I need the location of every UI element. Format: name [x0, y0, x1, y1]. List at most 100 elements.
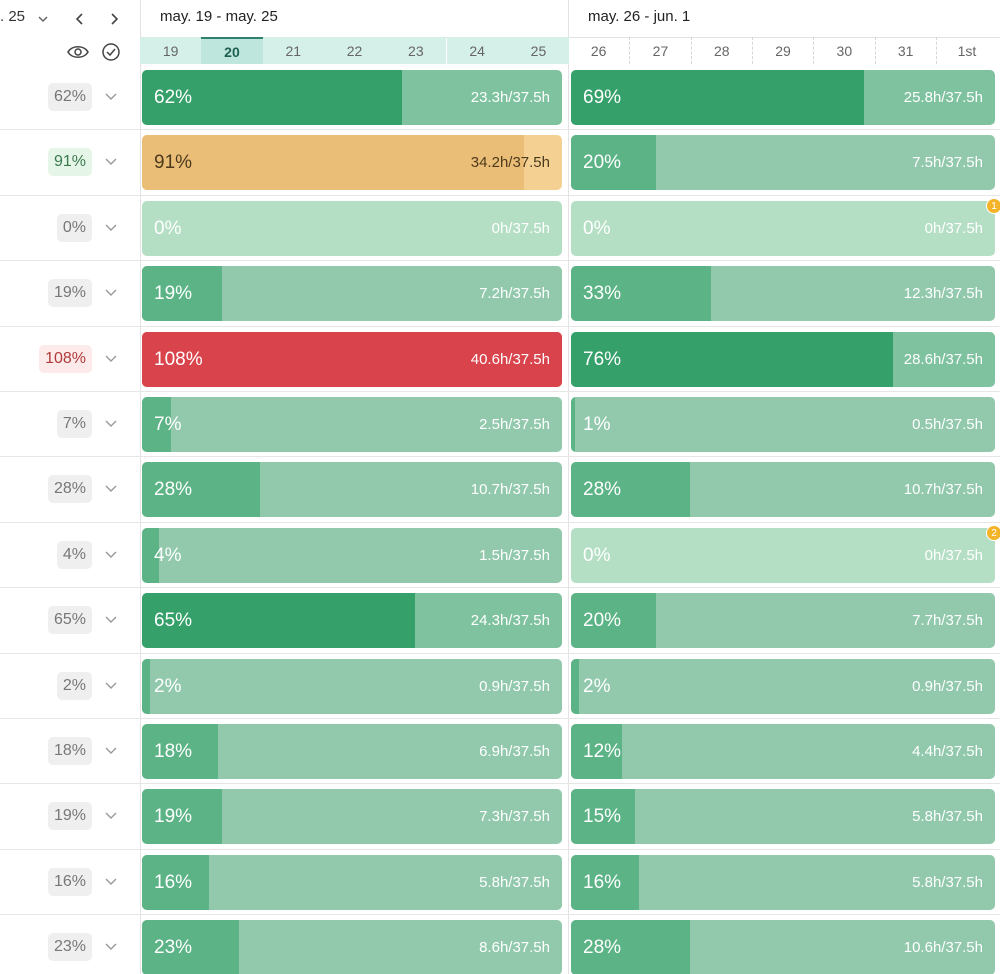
hours-label: 10.7h/37.5h [470, 481, 550, 499]
expand-icon[interactable] [104, 613, 118, 627]
hours-label: 10.7h/37.5h [903, 481, 983, 499]
day-label[interactable]: 29 [751, 37, 813, 64]
date-label[interactable]: . 25 [0, 8, 26, 25]
expand-icon[interactable] [104, 417, 118, 431]
capacity-bar[interactable]: 20% 7.5h/37.5h [571, 135, 995, 191]
hours-label: 4.4h/37.5h [912, 743, 983, 760]
capacity-bar[interactable]: 12% 4.4h/37.5h [571, 724, 995, 779]
expand-icon[interactable] [104, 482, 118, 496]
prev-button[interactable] [72, 10, 88, 28]
hours-label: 1.5h/37.5h [479, 546, 550, 564]
dropdown-icon[interactable] [36, 12, 50, 26]
summary-badge: 23% [47, 933, 92, 962]
expand-icon[interactable] [104, 875, 118, 889]
day-label[interactable]: 24 [446, 37, 508, 64]
day-label[interactable]: 21 [262, 37, 324, 64]
capacity-bar[interactable]: 20% 7.7h/37.5h [571, 593, 995, 649]
summary-badge: 2% [56, 671, 92, 700]
hours-label: 0.9h/37.5h [479, 677, 550, 695]
capacity-bar[interactable]: 108% 40.6h/37.5h [142, 331, 562, 387]
capacity-bar[interactable]: 33% 12.3h/37.5h [571, 266, 995, 322]
hours-label: 5.8h/37.5h [912, 873, 983, 891]
capacity-bar[interactable]: 16% 5.8h/37.5h [142, 854, 562, 910]
capacity-bar[interactable]: 18% 6.9h/37.5h [142, 724, 562, 779]
expand-icon[interactable] [104, 286, 118, 300]
percent-label: 2% [154, 675, 182, 697]
week-title: may. 19 - may. 25 [160, 8, 278, 25]
summary-badge: 19% [47, 279, 92, 308]
day-label[interactable]: 30 [813, 37, 874, 64]
expand-icon[interactable] [104, 90, 118, 104]
hours-label: 0.5h/37.5h [912, 416, 983, 433]
expand-icon[interactable] [104, 744, 118, 758]
capacity-bar[interactable]: 91% 34.2h/37.5h [142, 135, 562, 191]
day-label[interactable]: 26 [590, 42, 607, 59]
percent-label: 28% [154, 479, 193, 501]
capacity-bar[interactable]: 62% 23.3h/37.5h [142, 70, 562, 125]
next-button[interactable] [106, 10, 122, 28]
capacity-bar[interactable]: 7% 2.5h/37.5h [142, 397, 562, 452]
notification-badge[interactable]: 1 [986, 197, 1000, 214]
capacity-bar[interactable]: 19% 7.3h/37.5h [142, 789, 562, 845]
hours-label: 40.6h/37.5h [470, 350, 550, 368]
day-label[interactable]: 23 [385, 37, 447, 64]
expand-icon[interactable] [104, 679, 118, 693]
capacity-bar[interactable]: 2% 0.9h/37.5h [571, 658, 995, 714]
day-label[interactable]: 1st [935, 37, 997, 64]
percent-label: 16% [583, 871, 622, 893]
hours-label: 0.9h/37.5h [912, 677, 983, 695]
summary-badge: 65% [47, 606, 92, 635]
capacity-bar[interactable]: 28% 10.6h/37.5h [571, 920, 995, 974]
capacity-bar[interactable]: 1% 0.5h/37.5h [571, 397, 995, 452]
hours-label: 24.3h/37.5h [470, 612, 550, 630]
capacity-bar[interactable]: 4% 1.5h/37.5h [142, 527, 562, 583]
expand-icon[interactable] [104, 155, 118, 169]
day-label[interactable]: 20 [201, 37, 263, 64]
percent-label: 23% [154, 937, 193, 959]
capacity-bar[interactable]: 19% 7.2h/37.5h [142, 266, 562, 322]
capacity-fill [142, 462, 260, 518]
filter-icon[interactable] [100, 41, 122, 63]
expand-icon[interactable] [104, 352, 118, 366]
capacity-bar[interactable]: 15% 5.8h/37.5h [571, 789, 995, 845]
expand-icon[interactable] [104, 548, 118, 562]
capacity-bar[interactable]: 28% 10.7h/37.5h [142, 462, 562, 518]
percent-label: 16% [154, 871, 193, 893]
capacity-bar[interactable]: 28% 10.7h/37.5h [571, 462, 995, 518]
hours-label: 8.6h/37.5h [479, 939, 550, 957]
row-divider [0, 587, 1000, 589]
day-label[interactable]: 27 [629, 37, 690, 64]
expand-icon[interactable] [104, 809, 118, 823]
visibility-icon[interactable] [66, 42, 90, 62]
day-label[interactable]: 19 [140, 37, 202, 64]
capacity-bar[interactable]: 0% 0h/37.5h [571, 200, 995, 256]
capacity-bar[interactable]: 16% 5.8h/37.5h [571, 854, 995, 910]
percent-label: 19% [154, 806, 193, 828]
day-label[interactable]: 22 [323, 37, 386, 64]
day-label[interactable]: 31 [874, 37, 936, 64]
capacity-fill [142, 70, 403, 125]
expand-icon[interactable] [104, 221, 118, 235]
capacity-fill [571, 331, 894, 387]
notification-badge[interactable]: 2 [986, 524, 1000, 541]
summary-badge: 18% [47, 737, 92, 765]
percent-label: 76% [583, 348, 622, 370]
capacity-bar[interactable]: 69% 25.8h/37.5h [571, 70, 995, 125]
capacity-fill [142, 135, 525, 191]
row-divider [0, 194, 1000, 196]
percent-label: 7% [154, 414, 182, 435]
summary-badge: 91% [47, 148, 92, 177]
capacity-bar[interactable]: 65% 24.3h/37.5h [142, 593, 562, 649]
expand-icon[interactable] [104, 940, 118, 954]
capacity-bar[interactable]: 23% 8.6h/37.5h [142, 920, 562, 974]
percent-label: 62% [154, 87, 193, 108]
capacity-bar[interactable]: 76% 28.6h/37.5h [571, 331, 995, 387]
day-label[interactable]: 25 [507, 37, 570, 64]
day-label[interactable]: 28 [690, 37, 752, 64]
percent-label: 19% [154, 283, 193, 305]
capacity-bar[interactable]: 0% 0h/37.5h [571, 527, 995, 583]
capacity-bar[interactable]: 2% 0.9h/37.5h [142, 658, 562, 714]
capacity-bar[interactable]: 0% 0h/37.5h [142, 200, 562, 256]
percent-label: 65% [154, 610, 193, 632]
